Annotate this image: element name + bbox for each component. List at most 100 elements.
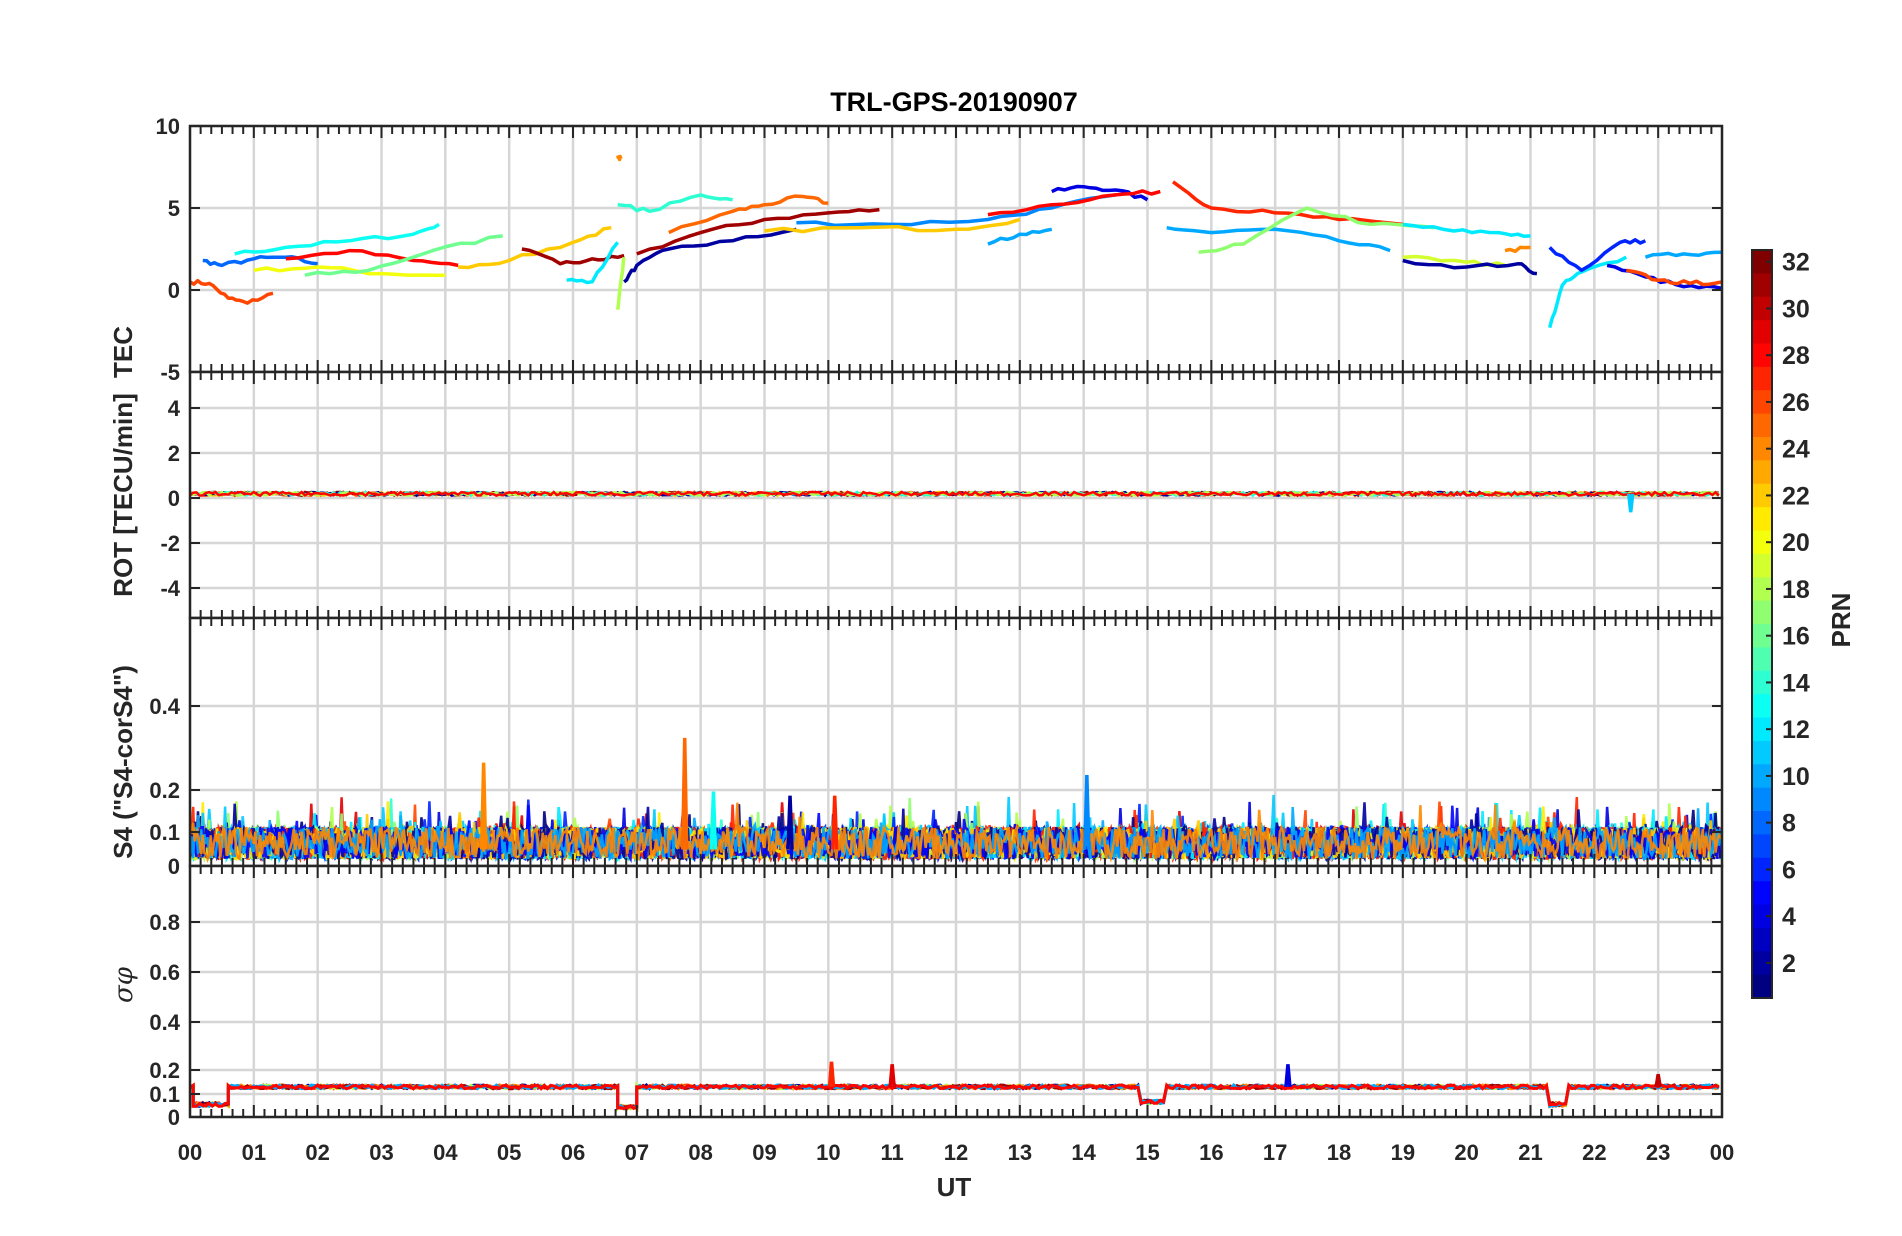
colorbar-tick-label: 4 <box>1782 903 1796 931</box>
tec-series-prn-12 <box>1548 255 1628 329</box>
spike-prn-24 <box>479 762 488 850</box>
colorbar-band <box>1752 507 1772 532</box>
colorbar-band <box>1752 624 1772 648</box>
spike-prn-27 <box>827 1061 836 1088</box>
y-tick-label: 0.4 <box>149 694 180 719</box>
rot-series <box>190 490 1720 498</box>
x-tick-label: 10 <box>816 1140 840 1165</box>
x-ticks <box>189 372 1723 618</box>
tec-series-prn-17 <box>1198 206 1436 255</box>
x-ticks <box>189 618 1723 866</box>
x-tick-label: 00 <box>178 1140 202 1165</box>
spike-prn-30 <box>1654 1074 1662 1088</box>
x-tick-label: 06 <box>561 1140 585 1165</box>
x-tick-label: 04 <box>433 1140 458 1165</box>
tec-series-prn-18 <box>615 256 626 310</box>
colorbar-band <box>1752 857 1772 882</box>
colorbar-band <box>1752 670 1772 695</box>
x-tick-label: 11 <box>881 1140 904 1165</box>
x-tick-label: 23 <box>1646 1140 1670 1165</box>
x-tick-label: 18 <box>1327 1140 1351 1165</box>
panel-tec: -5 0 5 10 TEC <box>108 114 1724 385</box>
tec-series-prn-22 <box>458 225 612 270</box>
chart-title: TRL-GPS-20190907 <box>830 87 1078 117</box>
y-axis-label: S4 ("S4-corS4") <box>108 665 138 859</box>
spike-prn-27 <box>830 795 839 850</box>
y-axis-label: TEC <box>108 326 138 378</box>
x-tick-label: 03 <box>369 1140 393 1165</box>
colorbar-band <box>1752 811 1772 835</box>
tec-series-prn-6 <box>1548 238 1647 273</box>
y-tick-label: 2 <box>168 441 180 466</box>
colorbar-tick-label: 2 <box>1782 950 1796 978</box>
spike-prn-2 <box>786 795 794 850</box>
y-tick-label: 0.1 <box>149 1082 180 1107</box>
tec-series-prn-16 <box>304 234 503 277</box>
tec-series-prn-12 <box>1402 222 1531 239</box>
tec-series-prn-13 <box>234 222 440 256</box>
tec-series-prn-26 <box>1625 268 1722 287</box>
x-tick-label: 12 <box>944 1140 968 1165</box>
tec-series-prn-28 <box>285 248 459 268</box>
colorbar-band <box>1752 577 1772 602</box>
x-tick-label: 14 <box>1071 1140 1096 1165</box>
colorbar-tick-label: 6 <box>1782 856 1796 884</box>
tec-series-prn-27 <box>1171 180 1403 227</box>
x-tick-label: 16 <box>1199 1140 1223 1165</box>
tec-series-prn-12 <box>566 241 620 285</box>
tec-series-prn-25 <box>668 194 829 235</box>
x-tick-label: 02 <box>305 1140 329 1165</box>
colorbar-band <box>1752 927 1772 952</box>
x-tick-label: 15 <box>1135 1140 1159 1165</box>
x-tick-label: 07 <box>625 1140 649 1165</box>
s4-noise-series <box>190 802 1722 864</box>
spike-prn-25 <box>680 737 689 850</box>
colorbar-band <box>1752 600 1772 625</box>
x-axis-label: UT <box>937 1172 972 1202</box>
y-tick-label: 5 <box>168 196 180 221</box>
spike-prn-11 <box>1626 493 1635 513</box>
colorbar-band <box>1752 553 1772 578</box>
x-ticks <box>189 126 1723 372</box>
colorbar-band <box>1752 413 1772 438</box>
x-tick-label: 20 <box>1454 1140 1478 1165</box>
colorbar-tick-label: 28 <box>1782 342 1810 370</box>
spike-prn-29 <box>888 1064 896 1088</box>
y-tick-label: 0 <box>168 854 180 879</box>
colorbar-tick-label: 20 <box>1782 529 1810 557</box>
y-tick-label: 0.6 <box>149 960 180 985</box>
colorbar-band <box>1752 343 1772 368</box>
colorbar-band <box>1752 717 1772 742</box>
x-tick-label: 19 <box>1391 1140 1415 1165</box>
panel-rot: -4 -2 0 2 4 ROT [TECU/min] <box>108 370 1724 620</box>
colorbar-band <box>1752 881 1772 906</box>
tec-series-prn-24 <box>616 154 623 162</box>
y-tick-label: 0.2 <box>149 1058 180 1083</box>
y-axis-label: σφ <box>109 966 139 1003</box>
colorbar-tick-label: 18 <box>1782 576 1810 604</box>
colorbar-band <box>1752 740 1772 765</box>
tec-series-prn-26 <box>190 278 274 305</box>
x-tick-label: 00 <box>1710 1140 1734 1165</box>
tec-series-prn-2 <box>1402 258 1538 276</box>
y-tick-label: 0.4 <box>149 1010 180 1035</box>
colorbar-band <box>1752 250 1772 274</box>
y-tick-label: -5 <box>160 360 180 385</box>
colorbar-band <box>1752 787 1772 812</box>
colorbar-tick-label: 32 <box>1782 249 1810 277</box>
tec-series-prn-20 <box>253 265 446 277</box>
spike-prn-9 <box>1083 775 1091 850</box>
tec-series-prn-24 <box>1504 245 1531 254</box>
colorbar-band <box>1752 530 1772 555</box>
data-layer <box>190 490 1720 513</box>
tec-series-prn-31 <box>636 207 880 256</box>
colorbar-band <box>1752 904 1772 929</box>
colorbar-band <box>1752 694 1772 719</box>
colorbar-tick-label: 10 <box>1782 763 1810 791</box>
colorbar-tick-label: 8 <box>1782 810 1796 838</box>
x-tick-label: 08 <box>688 1140 712 1165</box>
x-tick-label: 05 <box>497 1140 521 1165</box>
x-tick-label: 21 <box>1518 1140 1542 1165</box>
